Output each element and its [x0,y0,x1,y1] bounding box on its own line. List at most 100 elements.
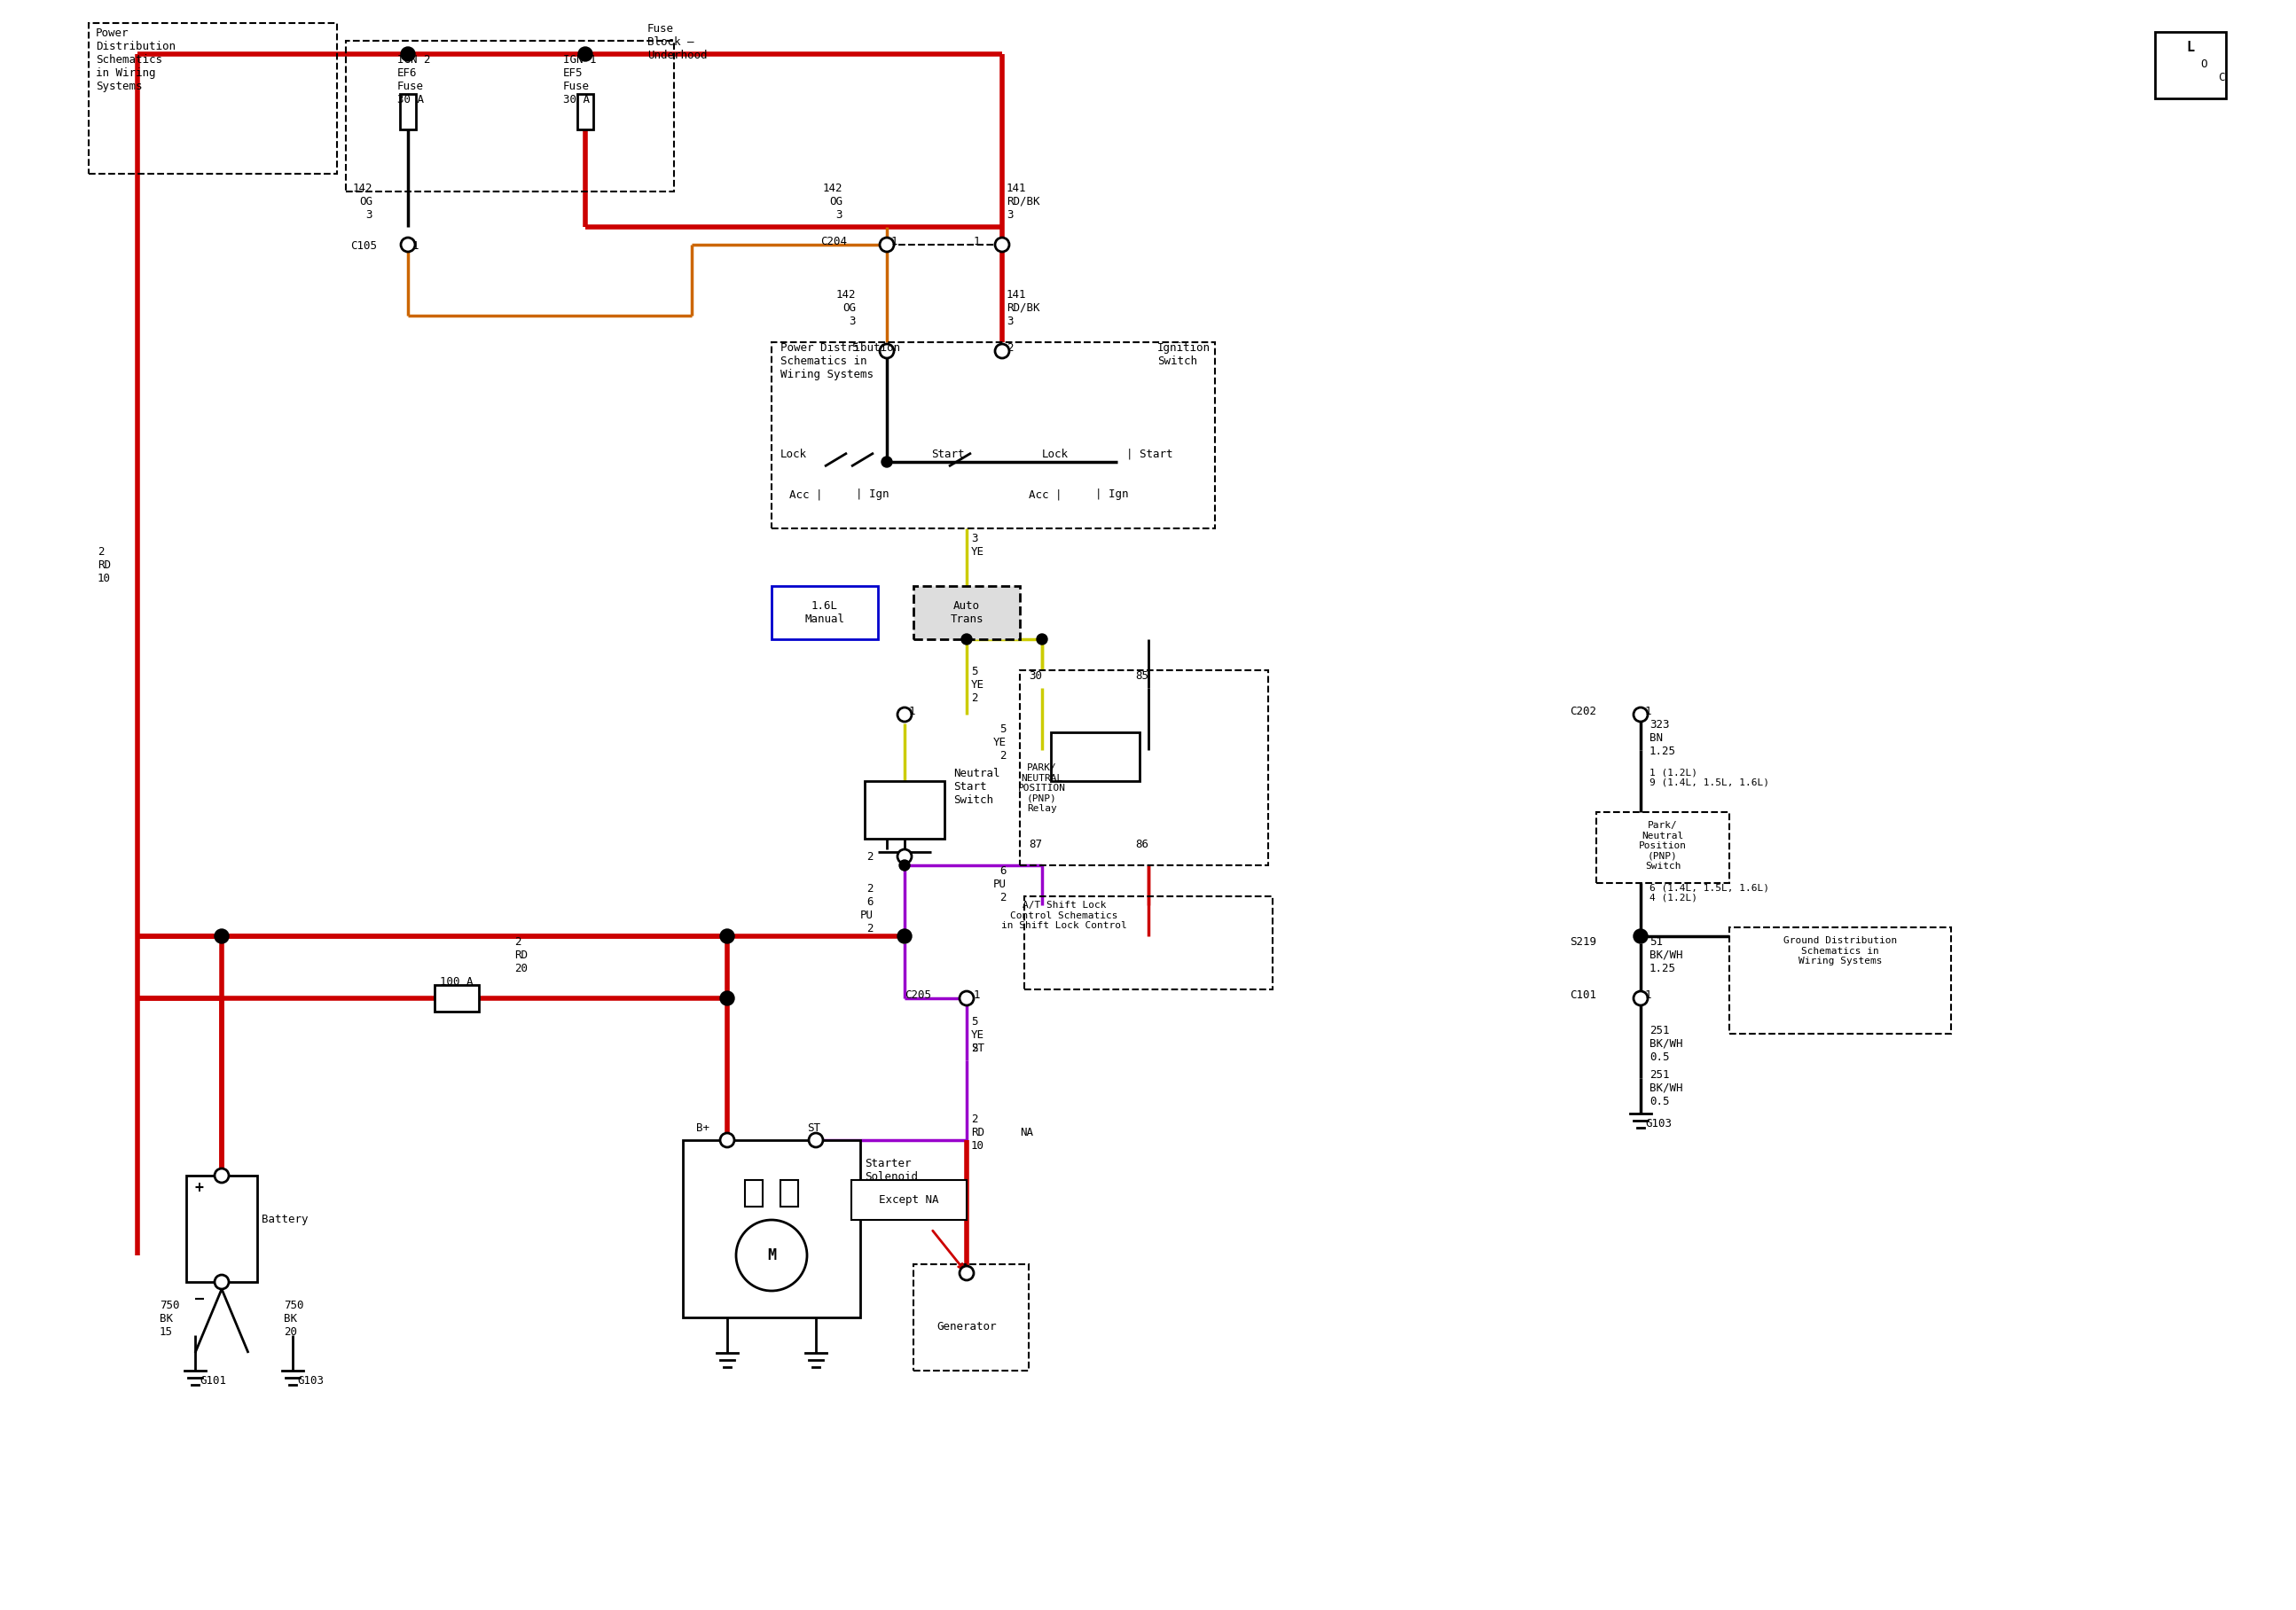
Text: 6
PU
2: 6 PU 2 [994,865,1006,903]
Circle shape [960,1265,974,1280]
Bar [2156,32,2225,98]
Circle shape [898,929,912,943]
Bar [1019,670,1267,865]
Circle shape [214,929,230,943]
Bar [682,1140,861,1317]
Bar [914,586,1019,639]
Circle shape [900,860,909,871]
Text: G103: G103 [296,1375,324,1386]
Text: 1.6L
Manual: 1.6L Manual [806,601,845,625]
Text: 30: 30 [1029,670,1042,681]
Bar [1729,927,1952,1034]
Text: 86: 86 [1134,839,1148,850]
Text: 1 (1.2L)
9 (1.4L, 1.5L, 1.6L): 1 (1.2L) 9 (1.4L, 1.5L, 1.6L) [1649,768,1770,787]
Bar [347,40,675,192]
Text: Neutral
Start
Switch: Neutral Start Switch [953,768,999,807]
Text: 51
BK/WH
1.25: 51 BK/WH 1.25 [1649,935,1683,974]
Text: 750
BK
20: 750 BK 20 [285,1299,303,1338]
Text: IGN 2
EF6
Fuse
30 A: IGN 2 EF6 Fuse 30 A [397,55,432,106]
Circle shape [1632,929,1649,943]
Bar [744,1180,762,1206]
Bar [1596,811,1729,882]
Text: L: L [2186,40,2195,55]
Text: Except NA: Except NA [879,1195,939,1206]
Circle shape [579,47,592,61]
Text: 142
OG
3: 142 OG 3 [822,182,843,221]
Circle shape [721,992,735,1005]
Circle shape [882,457,893,467]
Text: Starter
Solenoid: Starter Solenoid [866,1158,918,1183]
Text: B+: B+ [696,1122,709,1133]
Text: Acc |: Acc | [790,488,822,501]
Text: Generator: Generator [937,1320,996,1331]
Circle shape [214,1169,230,1183]
Circle shape [402,47,416,61]
Circle shape [214,1275,230,1290]
Text: 3: 3 [971,533,978,544]
Text: 100 A: 100 A [441,976,473,987]
Circle shape [737,1220,806,1291]
Bar [781,1180,799,1206]
Text: O: O [2200,58,2206,71]
Circle shape [898,707,912,721]
Text: Lock: Lock [1042,449,1068,460]
Text: ST: ST [971,1043,985,1055]
Circle shape [994,238,1010,251]
Text: 1: 1 [1644,705,1651,716]
Text: 1: 1 [974,990,980,1001]
Text: Start: Start [932,449,964,460]
Text: 323
BN
1.25: 323 BN 1.25 [1649,720,1676,757]
Circle shape [994,345,1010,357]
Text: PARK/
NEUTRAL
POSITION
(PNP)
Relay: PARK/ NEUTRAL POSITION (PNP) Relay [1017,763,1065,813]
Text: Battery: Battery [262,1214,308,1225]
Text: G103: G103 [1644,1117,1671,1130]
Text: A/T Shift Lock
Control Schematics
in Shift Lock Control: A/T Shift Lock Control Schematics in Shi… [1001,900,1127,931]
Text: 750
BK
15: 750 BK 15 [161,1299,179,1338]
Text: S219: S219 [1570,935,1596,948]
Text: C205: C205 [905,990,932,1001]
Bar [771,343,1215,528]
Circle shape [960,992,974,1005]
Text: | Start: | Start [1127,449,1173,460]
Text: M: M [767,1248,776,1264]
Text: 5
YE
2: 5 YE 2 [971,1016,985,1055]
Text: 141
RD/BK
3: 141 RD/BK 3 [1006,182,1040,221]
Text: 142
OG
3: 142 OG 3 [354,182,372,221]
Circle shape [962,634,971,644]
Circle shape [721,929,735,943]
Circle shape [721,1133,735,1148]
Text: –: – [195,1291,204,1307]
Text: C105: C105 [351,240,377,251]
Circle shape [879,345,893,357]
Circle shape [1632,992,1649,1005]
Text: 87: 87 [1029,839,1042,850]
Text: 1: 1 [891,235,898,248]
Circle shape [1632,707,1649,721]
Bar [1052,733,1139,781]
Text: 1: 1 [974,235,980,248]
Text: 5
YE
2: 5 YE 2 [994,723,1006,762]
Text: | Ign: | Ign [1095,488,1130,501]
Text: 5: 5 [852,343,859,354]
Text: ST: ST [806,1122,820,1133]
Text: 1: 1 [909,705,916,716]
Circle shape [402,238,416,251]
Bar [576,93,592,129]
Text: YE: YE [971,546,985,557]
Bar [186,1175,257,1282]
Text: 2: 2 [868,850,872,863]
Text: Ground Distribution
Schematics in
Wiring Systems: Ground Distribution Schematics in Wiring… [1784,935,1896,966]
Text: 2
RD
10: 2 RD 10 [971,1114,985,1151]
Bar [400,93,416,129]
Circle shape [879,238,893,251]
Text: Park/
Neutral
Position
(PNP)
Switch: Park/ Neutral Position (PNP) Switch [1639,821,1688,871]
Text: 251
BK/WH
0.5: 251 BK/WH 0.5 [1649,1069,1683,1108]
Text: 1: 1 [1644,990,1651,1001]
Text: 6 (1.4L, 1.5L, 1.6L)
4 (1.2L): 6 (1.4L, 1.5L, 1.6L) 4 (1.2L) [1649,882,1770,902]
Text: | Ign: | Ign [856,488,889,501]
Text: Ignition
Switch: Ignition Switch [1157,343,1210,367]
Bar [434,985,480,1011]
Text: 85: 85 [1134,670,1148,681]
Text: Lock: Lock [781,449,806,460]
Text: Fuse
Block –
Underhood: Fuse Block – Underhood [647,23,707,61]
